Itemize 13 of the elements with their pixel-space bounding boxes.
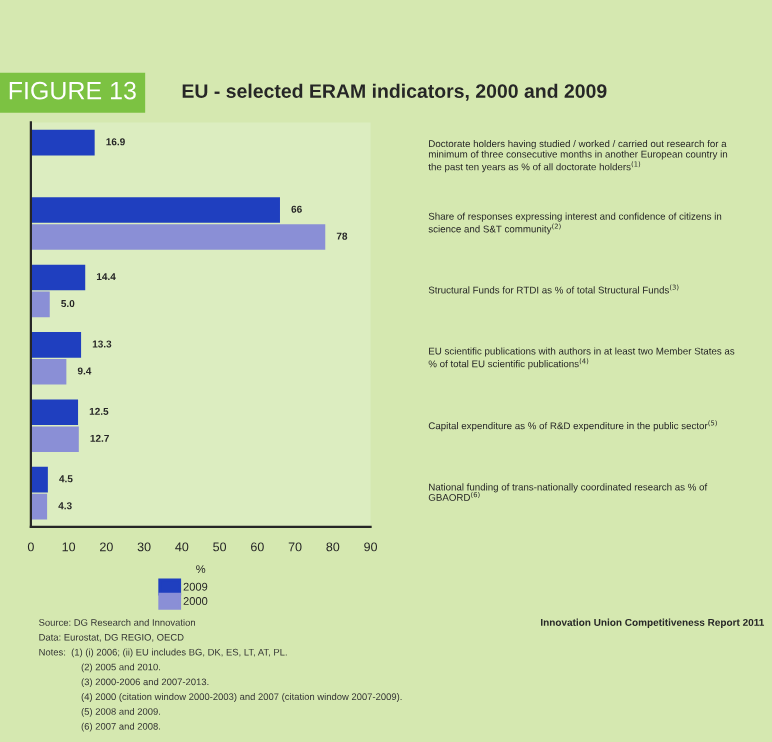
bar bbox=[30, 332, 82, 358]
bar bbox=[30, 291, 50, 318]
bar bbox=[30, 224, 326, 250]
bar bbox=[30, 129, 95, 156]
bar bbox=[30, 493, 48, 520]
bar bbox=[30, 466, 48, 493]
bar bbox=[30, 359, 67, 385]
chart-title: FIGURE 13 bbox=[9, 81, 136, 100]
bar bbox=[30, 399, 79, 426]
bar bbox=[30, 426, 79, 453]
chart-subtitle: EU - selected ERAM indicators, 2000 and 2009 bbox=[182, 83, 607, 101]
bar bbox=[30, 264, 86, 291]
bar bbox=[30, 197, 280, 223]
